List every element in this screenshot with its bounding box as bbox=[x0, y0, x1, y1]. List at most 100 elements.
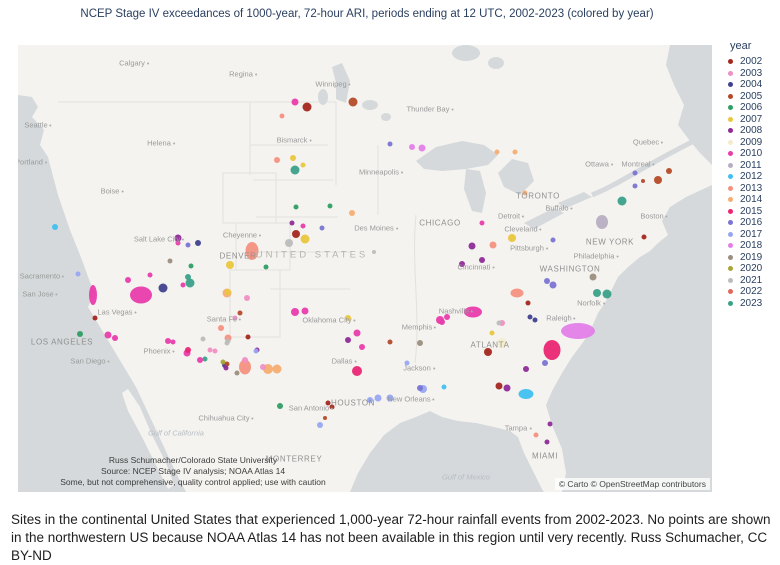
data-point-2016[interactable] bbox=[417, 385, 423, 391]
data-point-2013[interactable] bbox=[533, 432, 539, 438]
data-point-2017[interactable] bbox=[404, 360, 410, 366]
data-point-2010[interactable] bbox=[436, 316, 444, 324]
legend-item-2004[interactable]: 2004 bbox=[722, 79, 778, 91]
data-point-2008[interactable] bbox=[523, 366, 529, 372]
data-point-2006[interactable] bbox=[293, 204, 299, 210]
data-point-2010[interactable] bbox=[89, 285, 97, 305]
data-point-2021[interactable] bbox=[285, 239, 293, 247]
data-point-2005[interactable] bbox=[654, 176, 662, 184]
data-point-2004[interactable] bbox=[195, 240, 201, 246]
data-point-2005[interactable] bbox=[348, 97, 358, 107]
legend-item-2020[interactable]: 2020 bbox=[722, 263, 778, 275]
data-point-2010[interactable] bbox=[170, 339, 176, 345]
data-point-2003[interactable] bbox=[232, 315, 238, 321]
data-point-2010[interactable] bbox=[112, 335, 118, 341]
data-point-2015[interactable] bbox=[185, 347, 191, 353]
data-point-2003[interactable] bbox=[242, 357, 248, 363]
data-point-2005[interactable] bbox=[224, 361, 230, 367]
data-point-2004[interactable] bbox=[158, 283, 168, 293]
data-point-2004[interactable] bbox=[527, 314, 533, 320]
data-point-2003[interactable] bbox=[499, 320, 505, 326]
data-point-2012[interactable] bbox=[441, 384, 447, 390]
data-point-2010[interactable] bbox=[444, 314, 450, 320]
data-point-2005[interactable] bbox=[641, 179, 645, 183]
data-point-2010[interactable] bbox=[147, 272, 153, 278]
data-point-2010[interactable] bbox=[125, 277, 131, 283]
data-point-2016[interactable] bbox=[542, 360, 548, 366]
data-point-2002[interactable] bbox=[641, 234, 647, 240]
data-point-2002[interactable] bbox=[92, 315, 98, 321]
data-point-2008[interactable] bbox=[289, 220, 295, 226]
data-point-2006[interactable] bbox=[327, 203, 333, 209]
data-point-2010[interactable] bbox=[180, 282, 186, 288]
data-point-2015[interactable] bbox=[352, 366, 362, 376]
data-point-2010[interactable] bbox=[479, 220, 485, 226]
data-point-2006[interactable] bbox=[263, 264, 269, 270]
data-point-2023[interactable] bbox=[290, 165, 300, 175]
data-point-2010[interactable] bbox=[464, 306, 482, 318]
data-point-2010[interactable] bbox=[197, 357, 203, 363]
data-point-2003[interactable] bbox=[260, 364, 266, 370]
legend-item-2017[interactable]: 2017 bbox=[722, 229, 778, 241]
data-point-2014[interactable] bbox=[263, 364, 273, 374]
data-point-2017[interactable] bbox=[317, 422, 323, 428]
legend-item-2003[interactable]: 2003 bbox=[722, 68, 778, 80]
data-point-2017[interactable] bbox=[367, 397, 373, 403]
data-point-2013[interactable] bbox=[239, 359, 251, 375]
data-point-2019[interactable] bbox=[417, 340, 423, 346]
data-point-2010[interactable] bbox=[104, 331, 112, 339]
data-point-2008[interactable] bbox=[223, 365, 229, 371]
legend-item-2011[interactable]: 2011 bbox=[722, 160, 778, 172]
data-point-2018[interactable] bbox=[418, 144, 426, 152]
data-point-2007[interactable] bbox=[300, 162, 306, 168]
data-point-2008[interactable] bbox=[468, 242, 476, 250]
data-point-2020[interactable] bbox=[220, 359, 226, 365]
data-point-2002[interactable] bbox=[329, 404, 335, 410]
data-point-2016[interactable] bbox=[319, 225, 325, 231]
data-point-2013[interactable] bbox=[245, 242, 259, 260]
data-point-2018[interactable] bbox=[409, 144, 415, 150]
data-point-2021[interactable] bbox=[200, 336, 206, 342]
data-point-2015[interactable] bbox=[543, 340, 561, 360]
legend-item-2013[interactable]: 2013 bbox=[722, 183, 778, 195]
data-point-2016[interactable] bbox=[549, 281, 557, 289]
legend-item-2005[interactable]: 2005 bbox=[722, 91, 778, 103]
data-point-2018[interactable] bbox=[561, 323, 595, 339]
data-point-2013[interactable] bbox=[218, 325, 224, 331]
data-point-2006[interactable] bbox=[188, 263, 194, 269]
data-point-2016[interactable] bbox=[632, 170, 638, 176]
data-point-2003[interactable] bbox=[212, 348, 218, 354]
data-point-2010[interactable] bbox=[291, 98, 299, 106]
data-point-2010[interactable] bbox=[300, 223, 306, 229]
data-point-2014[interactable] bbox=[512, 149, 518, 155]
data-point-2007[interactable] bbox=[290, 155, 296, 161]
data-point-2013[interactable] bbox=[274, 157, 280, 163]
data-point-2008[interactable] bbox=[174, 234, 182, 242]
data-point-2010[interactable] bbox=[165, 338, 171, 344]
data-point-2007[interactable] bbox=[508, 234, 516, 242]
data-point-2017[interactable] bbox=[419, 385, 427, 393]
data-point-2007[interactable] bbox=[226, 261, 234, 269]
legend-item-2022[interactable]: 2022 bbox=[722, 286, 778, 298]
data-point-2008[interactable] bbox=[479, 257, 485, 263]
data-point-2010[interactable] bbox=[291, 308, 299, 316]
data-point-2017[interactable] bbox=[374, 394, 382, 402]
data-point-2002[interactable] bbox=[302, 102, 312, 112]
data-point-2006[interactable] bbox=[277, 403, 283, 409]
data-point-2002[interactable] bbox=[495, 382, 503, 390]
data-point-2013[interactable] bbox=[510, 288, 524, 298]
data-point-2009[interactable] bbox=[497, 338, 507, 348]
data-point-2005[interactable] bbox=[666, 168, 672, 174]
data-point-2013[interactable] bbox=[489, 241, 497, 249]
data-point-2008[interactable] bbox=[345, 337, 351, 343]
legend-item-2010[interactable]: 2010 bbox=[722, 148, 778, 160]
data-point-2019[interactable] bbox=[589, 273, 597, 281]
data-point-2023[interactable] bbox=[593, 289, 601, 297]
data-point-2006[interactable] bbox=[77, 331, 83, 337]
legend-item-2012[interactable]: 2012 bbox=[722, 171, 778, 183]
data-point-2004[interactable] bbox=[532, 317, 538, 323]
data-point-2008[interactable] bbox=[547, 421, 553, 427]
legend-item-2019[interactable]: 2019 bbox=[722, 252, 778, 264]
data-point-2016[interactable] bbox=[544, 278, 550, 284]
data-point-2017[interactable] bbox=[253, 348, 259, 354]
